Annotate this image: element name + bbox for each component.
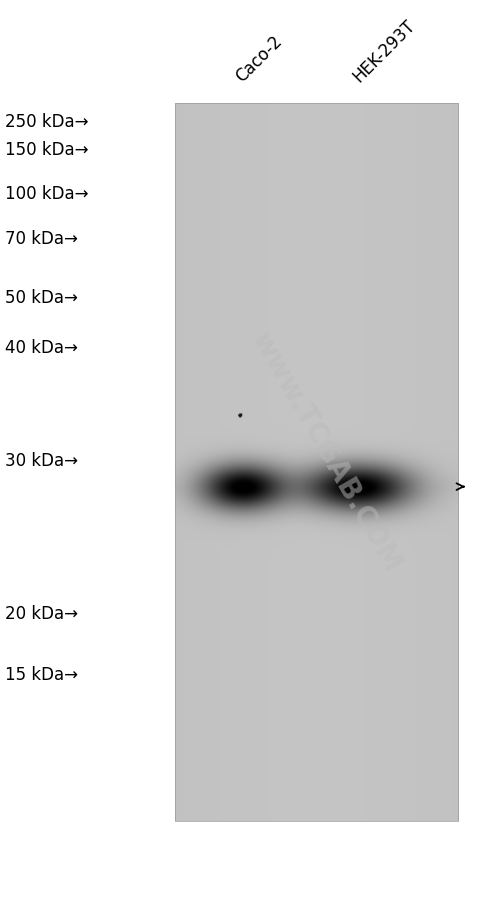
Text: 150 kDa→: 150 kDa→ [5,141,88,159]
Text: 50 kDa→: 50 kDa→ [5,289,78,307]
Text: Caco-2: Caco-2 [232,32,286,86]
Text: 100 kDa→: 100 kDa→ [5,185,88,203]
Text: 20 kDa→: 20 kDa→ [5,604,78,622]
Text: 250 kDa→: 250 kDa→ [5,113,88,131]
Text: 40 kDa→: 40 kDa→ [5,338,78,356]
Text: 15 kDa→: 15 kDa→ [5,666,78,684]
Bar [175,104,458,821]
Text: 70 kDa→: 70 kDa→ [5,230,78,248]
Text: 30 kDa→: 30 kDa→ [5,451,78,469]
Text: HEK-293T: HEK-293T [349,16,419,86]
Text: www.TCGAB.COM: www.TCGAB.COM [246,327,407,575]
